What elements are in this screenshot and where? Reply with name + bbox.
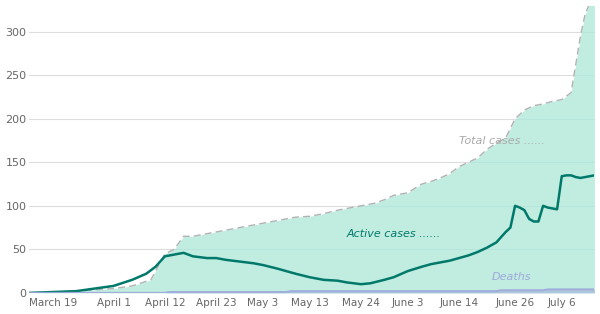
- Text: Deaths: Deaths: [492, 272, 531, 282]
- Text: Total cases ......: Total cases ......: [459, 136, 545, 145]
- Text: Active cases ......: Active cases ......: [347, 229, 441, 239]
